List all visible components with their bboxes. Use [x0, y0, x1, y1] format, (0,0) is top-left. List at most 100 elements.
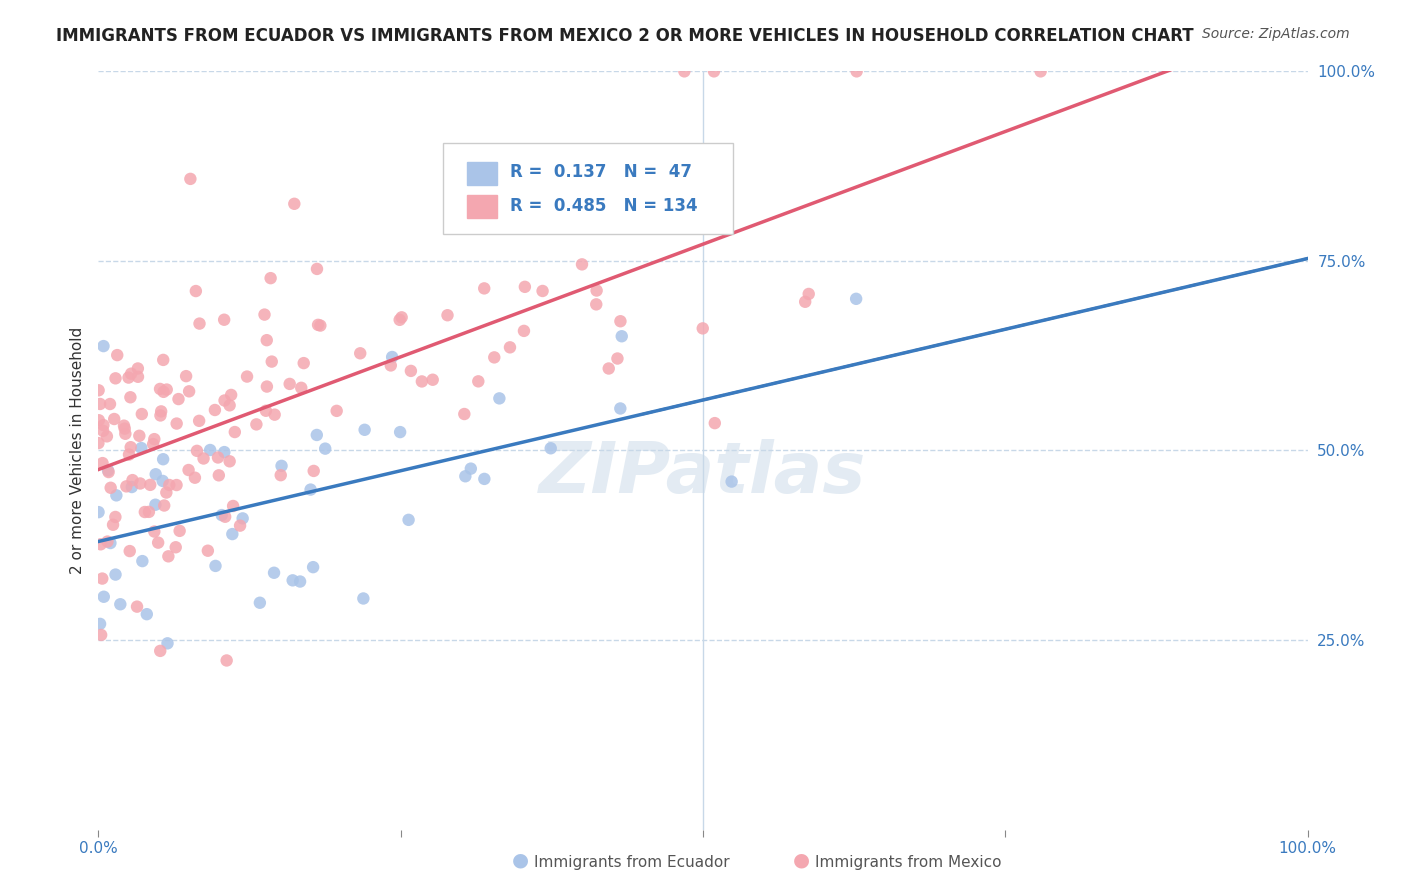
Point: [219, 388, 242, 402]
Point: [153, 499, 176, 513]
Point: [131, 441, 153, 455]
Point: [90, 537, 112, 551]
Point: [112, 418, 135, 433]
Point: [105, 488, 128, 502]
Point: [104, 567, 127, 582]
Point: [207, 450, 229, 465]
Point: [89, 397, 111, 411]
Point: [472, 281, 495, 295]
Point: [249, 596, 271, 610]
Point: [540, 442, 562, 456]
Point: [186, 443, 208, 458]
Point: [156, 383, 179, 397]
Point: [531, 284, 554, 298]
Point: [218, 454, 240, 468]
Point: [184, 471, 207, 485]
Point: [204, 403, 226, 417]
Point: [263, 408, 285, 422]
Point: [353, 423, 375, 437]
Point: [118, 544, 141, 558]
Point: [97, 463, 120, 477]
Point: [211, 508, 233, 522]
Point: [325, 404, 347, 418]
Point: [305, 428, 328, 442]
Point: [93, 418, 115, 433]
Point: [157, 478, 180, 492]
Point: [513, 324, 536, 338]
Point: [90, 628, 112, 642]
Point: [484, 351, 506, 365]
Point: [135, 607, 157, 622]
Point: [87, 413, 110, 427]
Point: [121, 480, 143, 494]
Point: [609, 401, 631, 416]
Point: [1029, 64, 1052, 78]
Point: [270, 458, 292, 473]
Text: Source: ZipAtlas.com: Source: ZipAtlas.com: [1202, 27, 1350, 41]
Point: [97, 465, 120, 479]
Point: [96, 429, 118, 443]
Point: [309, 318, 332, 333]
Point: [204, 558, 226, 573]
Point: [103, 412, 125, 426]
Point: [845, 64, 868, 78]
Point: [105, 348, 128, 362]
Text: ●: ●: [793, 851, 810, 870]
Point: [145, 467, 167, 482]
Point: [100, 536, 122, 550]
Point: [149, 382, 172, 396]
Point: [152, 474, 174, 488]
Point: [232, 511, 254, 525]
Point: [146, 535, 169, 549]
Point: [152, 384, 174, 399]
Point: [692, 321, 714, 335]
Point: [398, 513, 420, 527]
Point: [101, 517, 124, 532]
Point: [198, 442, 221, 457]
Point: [845, 292, 868, 306]
Point: [156, 636, 179, 650]
Point: [120, 390, 142, 404]
Point: [214, 445, 236, 459]
Point: [166, 478, 188, 492]
Point: [118, 448, 141, 462]
Point: [381, 350, 404, 364]
Point: [256, 379, 278, 393]
Point: [610, 329, 633, 343]
Point: [214, 393, 236, 408]
Point: [389, 425, 412, 439]
Point: [152, 452, 174, 467]
Text: Immigrants from Ecuador: Immigrants from Ecuador: [534, 855, 730, 870]
Point: [177, 463, 200, 477]
Point: [270, 468, 292, 483]
Point: [212, 312, 235, 326]
Point: [399, 364, 422, 378]
Point: [142, 437, 165, 451]
Point: [138, 505, 160, 519]
Point: [174, 369, 197, 384]
Point: [93, 339, 115, 353]
Point: [436, 308, 458, 322]
Point: [673, 64, 696, 78]
Point: [114, 422, 136, 436]
Point: [609, 314, 631, 328]
Point: [208, 468, 231, 483]
Point: [703, 64, 725, 78]
Point: [166, 417, 188, 431]
Point: [236, 369, 259, 384]
Point: [121, 473, 143, 487]
Point: [411, 375, 433, 389]
Point: [454, 469, 477, 483]
Point: [129, 476, 152, 491]
Point: [197, 543, 219, 558]
Point: [139, 478, 162, 492]
Point: [152, 352, 174, 367]
Point: [278, 376, 301, 391]
Point: [214, 509, 236, 524]
Point: [352, 591, 374, 606]
Point: [117, 370, 139, 384]
Point: [259, 271, 281, 285]
Point: [314, 442, 336, 456]
Point: [254, 403, 277, 417]
Point: [167, 392, 190, 406]
